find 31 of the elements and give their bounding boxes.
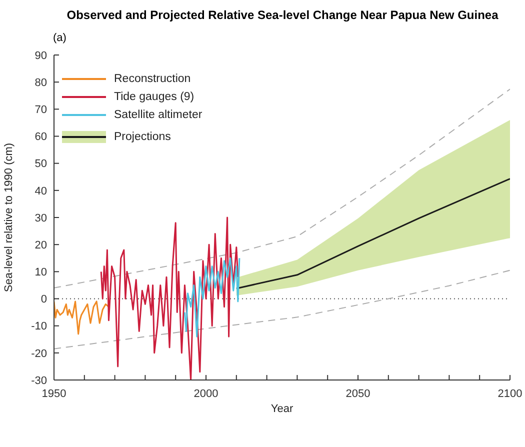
line-series — [236, 178, 510, 290]
y-tick-label: -10 — [31, 320, 47, 333]
line-series — [54, 270, 510, 350]
legend-label: Projections — [113, 130, 172, 145]
y-tick-label: 70 — [34, 104, 47, 116]
y-tick-label: 30 — [34, 212, 47, 224]
line-series — [54, 300, 110, 335]
legend-label: Reconstruction — [113, 72, 192, 87]
legend-label: Tide gauges (9) — [113, 90, 196, 105]
y-tick-label: 20 — [34, 239, 47, 252]
y-tick-label: 0 — [40, 294, 47, 306]
y-tick-label: -20 — [31, 348, 47, 360]
x-tick-label: 1950 — [42, 388, 66, 400]
y-tick-label: 90 — [34, 50, 47, 62]
x-tick-label: 2000 — [194, 388, 218, 400]
y-tick-label: 60 — [34, 131, 47, 144]
line-series — [100, 216, 239, 380]
legend-label: Satellite altimeter — [113, 108, 202, 123]
line-series — [184, 257, 240, 338]
x-axis-title: Year — [270, 403, 294, 415]
x-tick-label: 2100 — [498, 388, 522, 400]
chart-subtitle: (a) — [53, 32, 66, 44]
y-tick-label: 50 — [34, 158, 47, 170]
y-tick-label: 10 — [34, 266, 47, 279]
y-tick-label: 80 — [34, 76, 47, 89]
x-tick-label: 2050 — [346, 388, 370, 400]
y-tick-label: 40 — [34, 185, 47, 198]
line-series — [54, 88, 510, 288]
y-tick-label: -30 — [31, 374, 47, 387]
y-axis-title: Sea-level relative to 1990 (cm) — [2, 142, 15, 292]
chart-title: Observed and Projected Relative Sea-level Change Near Papua New Guinea — [66, 8, 500, 22]
